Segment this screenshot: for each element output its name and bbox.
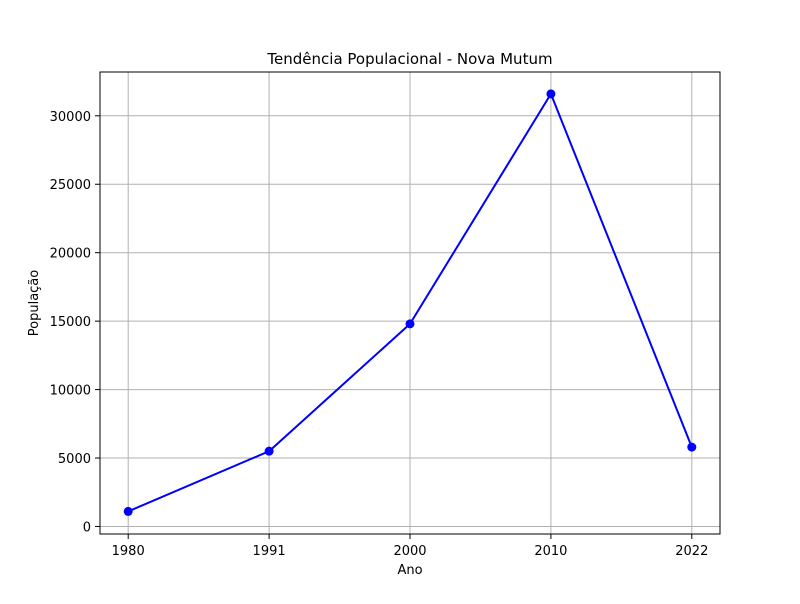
x-tick-label: 1991	[253, 544, 286, 559]
y-axis-ticks: 0 5000 10000 15000 20000 25000 30000	[50, 110, 100, 535]
x-tick-label: 2010	[534, 544, 567, 559]
y-tick-label: 20000	[50, 247, 91, 262]
y-tick-label: 0	[83, 520, 91, 535]
y-axis-label: População	[27, 270, 42, 337]
series-layer	[123, 89, 697, 516]
data-point-1980	[123, 506, 133, 516]
y-tick-label: 30000	[50, 110, 91, 125]
y-tick-label: 25000	[50, 178, 91, 193]
x-tick-label: 2022	[675, 544, 708, 559]
data-point-2010	[546, 89, 556, 99]
x-tick-label: 1980	[112, 544, 145, 559]
chart-title: Tendência Populacional - Nova Mutum	[266, 50, 552, 68]
x-tick-label: 2000	[393, 544, 426, 559]
x-axis-label: Ano	[397, 563, 422, 578]
y-tick-label: 5000	[58, 452, 91, 467]
data-point-1991	[264, 446, 274, 456]
x-axis-ticks: 1980 1991 2000 2010 2022	[112, 534, 708, 559]
data-point-2022	[687, 442, 697, 452]
y-tick-label: 15000	[50, 315, 91, 330]
y-tick-label: 10000	[50, 384, 91, 399]
data-point-2000	[405, 319, 415, 329]
